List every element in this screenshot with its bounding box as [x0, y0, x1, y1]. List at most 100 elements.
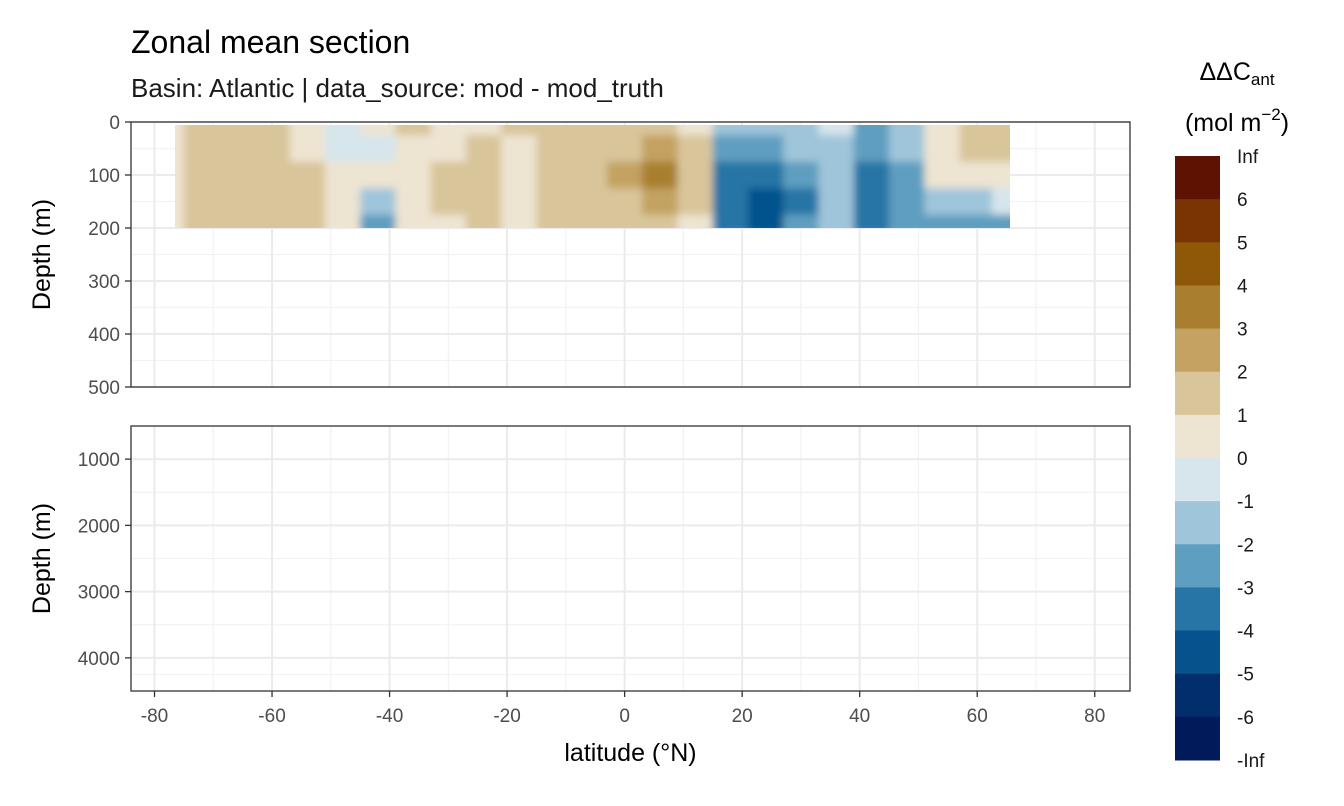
legend-swatch	[1175, 371, 1220, 416]
legend-break-label: 1	[1237, 406, 1248, 427]
heatmap-cell	[712, 135, 749, 163]
heatmap-cell	[175, 214, 185, 228]
legend-swatch	[1175, 458, 1220, 502]
heatmap-cell	[783, 161, 820, 189]
heatmap-cell	[853, 214, 890, 228]
legend-swatch	[1175, 501, 1220, 545]
heatmap-cell	[853, 135, 890, 163]
heatmap-cell	[175, 135, 185, 163]
heatmap-cell	[642, 214, 679, 228]
legend-title: ΔΔCant	[1199, 58, 1274, 89]
heatmap-cell	[783, 135, 820, 163]
y-tick-label: 300	[88, 272, 120, 293]
legend-break-label: -5	[1237, 665, 1254, 686]
heatmap-cell	[959, 188, 993, 216]
heatmap-cell	[360, 188, 397, 216]
heatmap-cell	[712, 125, 749, 136]
heatmap-cell	[430, 135, 467, 163]
heatmap-cell	[712, 161, 749, 189]
heatmap-cell	[924, 161, 961, 189]
heatmap-cell	[712, 214, 749, 228]
legend-break-label: 0	[1237, 449, 1248, 470]
legend-break-label: 5	[1237, 233, 1248, 254]
heatmap-cell	[183, 161, 220, 189]
x-tick-label: 60	[967, 706, 988, 727]
heatmap-cell	[465, 135, 502, 163]
heatmap-cell	[219, 214, 256, 228]
legend-swatch	[1175, 328, 1220, 373]
heatmap-cell	[289, 135, 326, 163]
heatmap-cell	[606, 161, 643, 189]
x-tick-label: 40	[849, 706, 870, 727]
heatmap-cell	[324, 214, 361, 228]
panel-border	[130, 121, 1131, 388]
heatmap-cell	[889, 188, 925, 216]
legend-swatch	[1175, 673, 1220, 718]
heatmap-cell	[783, 125, 820, 136]
heatmap-cell	[924, 214, 961, 228]
heatmap-cell	[324, 125, 361, 136]
legend-unit: (mol m−2)	[1185, 105, 1289, 137]
y-tick-label: 500	[88, 378, 120, 399]
heatmap-cell	[642, 161, 679, 189]
heatmap-cell	[677, 135, 714, 163]
heatmap-cell	[991, 125, 1010, 136]
heatmap-cell	[924, 135, 961, 163]
y-tick-label: 1000	[78, 450, 120, 471]
heatmap-cell	[748, 135, 784, 163]
heatmap-cell	[254, 214, 291, 228]
heatmap-cell	[606, 188, 643, 216]
heatmap-cell	[536, 214, 573, 228]
heatmap-cell	[430, 188, 467, 216]
heatmap-cell	[219, 125, 256, 136]
heatmap-cell	[254, 135, 291, 163]
heatmap-cell	[395, 214, 432, 228]
heatmap-cell	[924, 188, 961, 216]
heatmap-cell	[175, 125, 185, 136]
legend-swatch	[1175, 716, 1220, 761]
heatmap-cell	[642, 135, 679, 163]
lower-panel: 1000 2000 3000 4000 Depth (m)	[28, 425, 1131, 692]
heatmap-cell	[889, 135, 925, 163]
heatmap-cell	[677, 161, 714, 189]
legend-swatch	[1175, 285, 1220, 330]
heatmap-cell	[501, 214, 538, 228]
heatmap-cell	[959, 125, 993, 136]
heatmap-cell	[959, 161, 993, 189]
y-tick-label: 4000	[78, 649, 120, 670]
y-tick-label: 2000	[78, 516, 120, 537]
chart-subtitle: Basin: Atlantic | data_source: mod - mod…	[131, 73, 664, 103]
heatmap-cell	[430, 214, 467, 228]
heatmap-cell	[183, 125, 220, 136]
heatmap-cell	[889, 214, 925, 228]
heatmap-cell	[712, 188, 749, 216]
x-axis-title: latitude (°N)	[564, 739, 696, 767]
panel-border	[130, 425, 1131, 692]
y-tick-label: 0	[109, 113, 120, 134]
heatmap-cell	[501, 135, 538, 163]
y-tick-label: 200	[88, 219, 120, 240]
heatmap-cell	[991, 135, 1010, 163]
heatmap-cell	[430, 161, 467, 189]
heatmap-cell	[501, 161, 538, 189]
heatmap-cell	[642, 188, 679, 216]
heatmap-cell	[289, 161, 326, 189]
legend-swatch	[1175, 544, 1220, 588]
heatmap-cell	[465, 188, 502, 216]
heatmap-cell	[536, 135, 573, 163]
heatmap-cell	[175, 188, 185, 216]
heatmap-cell	[571, 214, 608, 228]
heatmap-cell	[360, 125, 397, 136]
heatmap-cell	[183, 135, 220, 163]
heatmap-cell	[536, 161, 573, 189]
heatmap-cell	[748, 188, 784, 216]
heatmap-cell	[324, 135, 361, 163]
heatmap-cell	[571, 188, 608, 216]
x-tick-label: 0	[619, 706, 630, 727]
heatmap-cell	[748, 125, 784, 136]
heatmap-cell	[571, 161, 608, 189]
y-axis-title: Depth (m)	[28, 199, 56, 310]
heatmap-cell	[991, 214, 1010, 228]
legend-break-label: 6	[1237, 190, 1248, 211]
heatmap-cell	[395, 161, 432, 189]
